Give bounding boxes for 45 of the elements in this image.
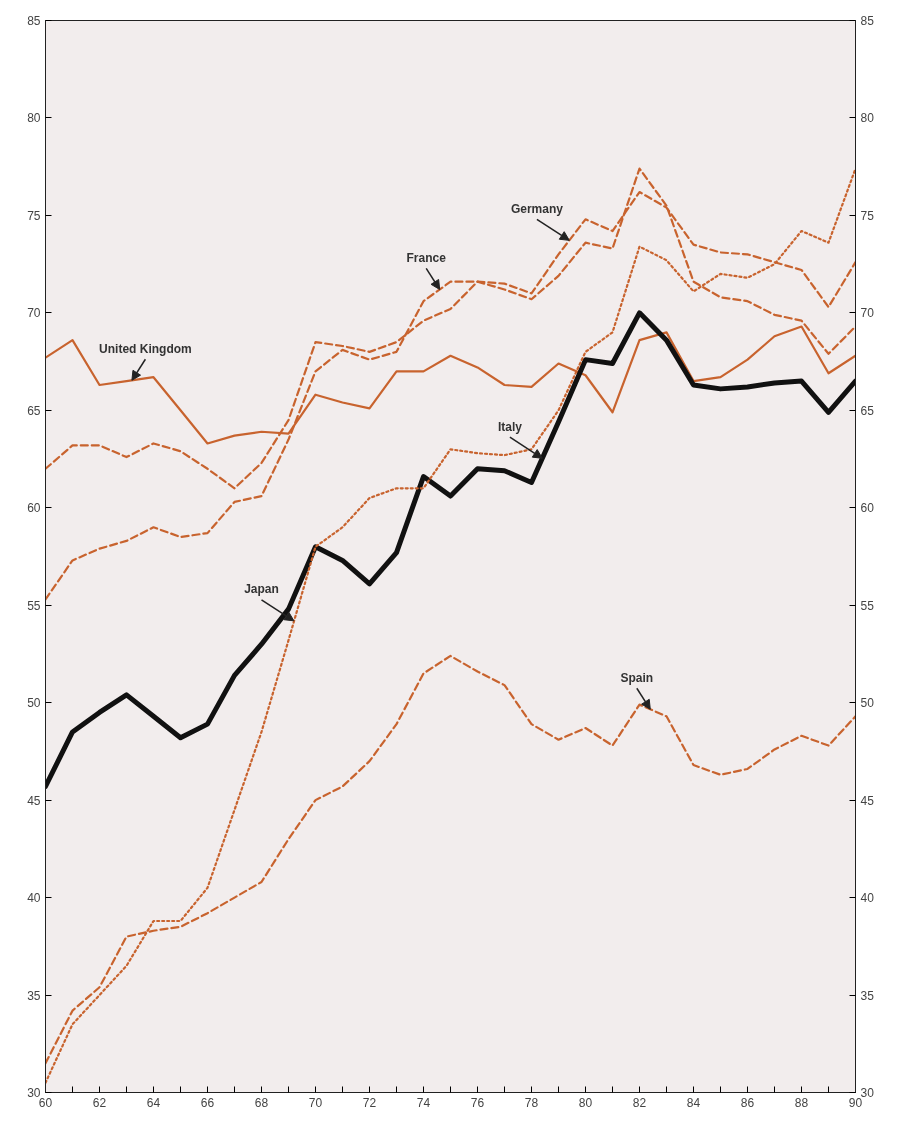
y2-tick-label: 80 xyxy=(860,111,875,126)
x-tick-label: 84 xyxy=(686,1095,701,1110)
y2-tick-label: 45 xyxy=(860,793,875,808)
y-tick-label: 75 xyxy=(27,208,41,223)
x-tick-label: 78 xyxy=(524,1095,539,1110)
y-tick-label: 55 xyxy=(27,598,41,613)
y2-tick-label: 75 xyxy=(860,208,875,223)
x-tick-label: 62 xyxy=(92,1095,107,1110)
y-tick-label: 60 xyxy=(27,501,41,516)
y2-tick-label: 30 xyxy=(860,1086,875,1100)
x-tick-label: 80 xyxy=(578,1095,593,1110)
y-tick-label: 30 xyxy=(27,1086,41,1100)
annotation: Japan xyxy=(244,582,279,597)
annotation: France xyxy=(406,251,447,266)
x-tick-label: 68 xyxy=(254,1095,269,1110)
y-tick-label: 80 xyxy=(27,111,41,126)
annotation: Germany xyxy=(510,201,564,216)
y2-tick-label: 40 xyxy=(860,891,875,906)
x-tick-label: 88 xyxy=(794,1095,809,1110)
line-series xyxy=(45,167,856,1084)
x-tick-label: 66 xyxy=(200,1095,215,1110)
y-tick-label: 85 xyxy=(27,14,41,28)
annotation: United Kingdom xyxy=(99,341,192,356)
y2-tick-label: 65 xyxy=(860,403,875,418)
x-tick-label: 82 xyxy=(632,1095,647,1110)
x-tick-label: 86 xyxy=(740,1095,755,1110)
x-tick-label: 72 xyxy=(362,1095,377,1110)
x-tick-label: 64 xyxy=(146,1095,161,1110)
y2-tick-label: 55 xyxy=(860,598,875,613)
y-tick-label: 45 xyxy=(27,793,41,808)
annotation: Italy xyxy=(497,419,523,434)
y2-tick-label: 60 xyxy=(860,501,875,516)
y-tick-label: 40 xyxy=(27,891,41,906)
y2-tick-label: 85 xyxy=(860,14,875,28)
y2-tick-label: 70 xyxy=(860,306,875,321)
y2-tick-label: 50 xyxy=(860,696,875,711)
y-tick-label: 35 xyxy=(27,988,41,1003)
y-tick-label: 65 xyxy=(27,403,41,418)
y-tick-label: 50 xyxy=(27,696,41,711)
y2-tick-label: 35 xyxy=(860,988,875,1003)
annotation: Spain xyxy=(620,670,654,685)
y-tick-label: 70 xyxy=(27,306,41,321)
x-tick-label: 70 xyxy=(308,1095,323,1110)
x-tick-label: 76 xyxy=(470,1095,485,1110)
x-tick-label: 74 xyxy=(416,1095,431,1110)
